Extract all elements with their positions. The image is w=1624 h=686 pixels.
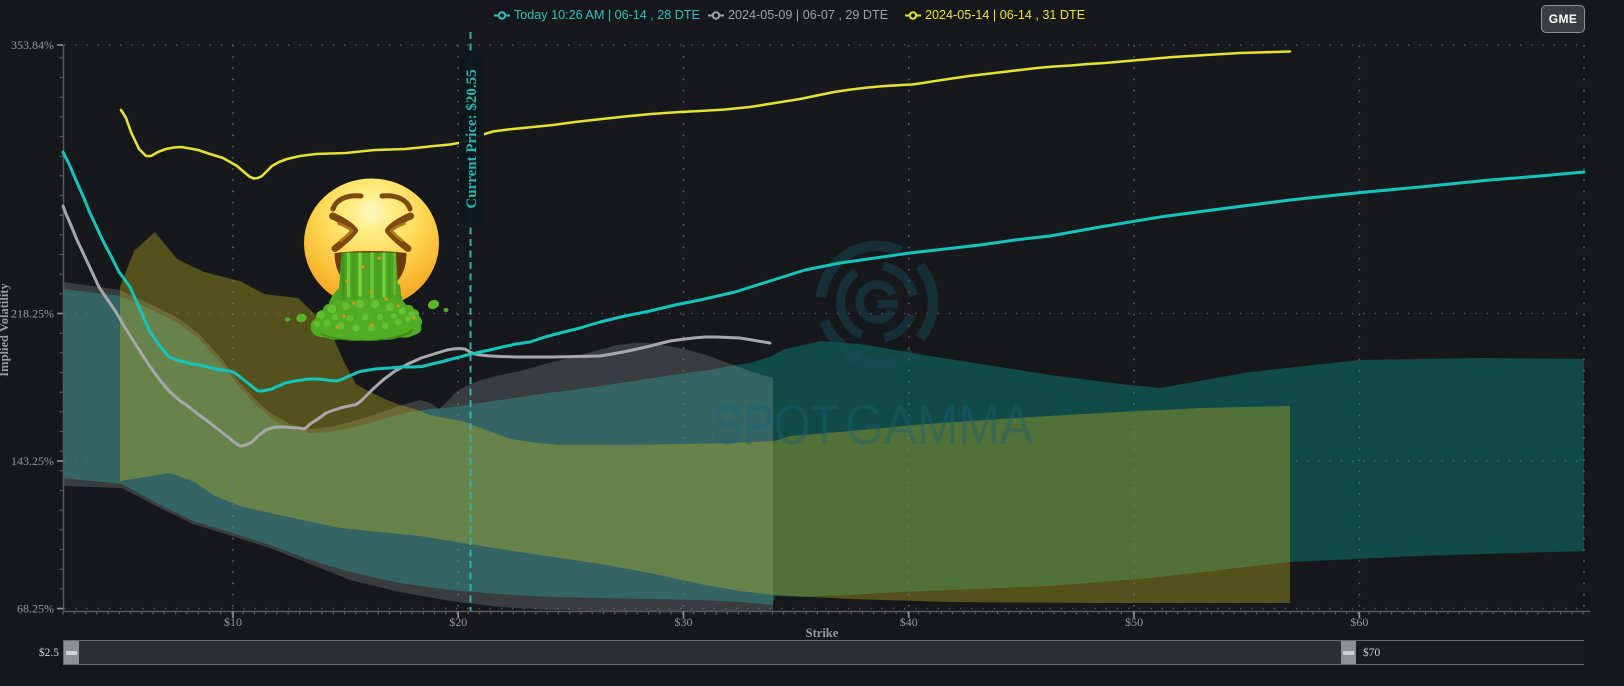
svg-text:Current Price: $20.55: Current Price: $20.55 xyxy=(464,69,480,208)
svg-text:68.25%: 68.25% xyxy=(17,602,54,616)
svg-text:SPOT: SPOT xyxy=(712,393,839,457)
svg-text:353.84%: 353.84% xyxy=(11,38,54,52)
svg-text:$10: $10 xyxy=(224,615,242,629)
svg-text:$40: $40 xyxy=(900,615,918,629)
svg-text:143.25%: 143.25% xyxy=(11,454,54,468)
svg-text:218.25%: 218.25% xyxy=(11,307,54,321)
svg-text:$30: $30 xyxy=(675,615,693,629)
svg-text:GAMMA: GAMMA xyxy=(845,393,1033,457)
svg-text:Implied Volatility: Implied Volatility xyxy=(0,283,11,377)
svg-text:Strike: Strike xyxy=(806,626,839,640)
svg-text:$50: $50 xyxy=(1125,615,1143,629)
svg-text:$60: $60 xyxy=(1350,615,1368,629)
svg-text:$20: $20 xyxy=(449,615,467,629)
